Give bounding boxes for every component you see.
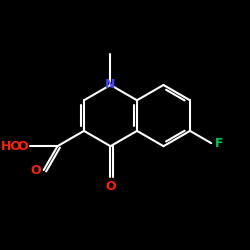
Text: O: O xyxy=(31,164,41,176)
Text: HO: HO xyxy=(1,140,22,153)
Text: F: F xyxy=(215,137,223,150)
Text: O: O xyxy=(105,180,116,193)
Text: N: N xyxy=(105,78,116,92)
Text: O: O xyxy=(17,140,28,153)
